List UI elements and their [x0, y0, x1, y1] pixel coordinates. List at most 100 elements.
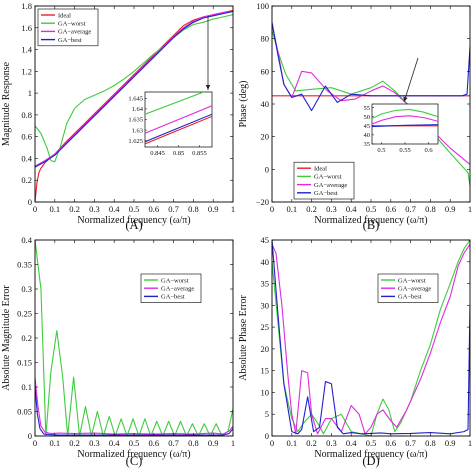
panel-a: 0 0.1 0.2 0.3 0.4 0.5 0.6 0.7 0.8 0.9 1 0 0.2 0.4 0.6 0… [1, 1, 235, 232]
y-tick-label: 100 [256, 1, 269, 11]
y-tick-label: 30 [261, 300, 270, 310]
inset-series-line [372, 124, 438, 128]
panel-label: (A) [125, 218, 142, 232]
panel-label: (D) [362, 454, 379, 468]
y-tick-label: −20 [256, 197, 269, 207]
x-tick-label: 0.2 [69, 438, 80, 448]
y-tick-label: 0.2 [21, 175, 32, 185]
y-tick-label: 0.15 [17, 358, 32, 368]
x-tick-label: 0.5 [366, 438, 377, 448]
y-tick-label: 20 [261, 344, 270, 354]
inset-x-tick-label: 0.855 [192, 150, 207, 157]
x-tick-label: 0.7 [168, 204, 179, 214]
zoom-arrow-b [403, 57, 419, 103]
inset-y-tick-label: 1.63 [132, 127, 143, 134]
y-tick-label: 25 [261, 322, 270, 332]
x-tick-label: 0.8 [188, 438, 199, 448]
legend-entry: GA−best [314, 190, 338, 197]
inset: 0.5 0.55 0.6 35 40 45 50 55 [364, 103, 439, 154]
y-tick-label: 1.2 [21, 66, 32, 76]
x-tick-label: 0.6 [148, 204, 159, 214]
inset-plot [145, 92, 212, 145]
y-tick-label: 35 [261, 279, 270, 289]
x-axis-label: Normalized frequency (ω/π) [77, 449, 190, 460]
plot-area [272, 240, 470, 436]
panel-b: 0 0.1 0.2 0.3 0.4 0.5 0.6 0.7 0.8 0.9 1−2002040608… [238, 1, 472, 232]
x-tick-label: 1 [468, 204, 472, 214]
inset-y-tick-label: 1.645 [128, 96, 143, 103]
legend-entry: GA−average [398, 286, 431, 293]
inset-y-tick-label: 35 [364, 141, 371, 148]
x-tick-label: 0.8 [425, 204, 436, 214]
x-tick-label: 0.2 [69, 204, 80, 214]
x-tick-label: 0.1 [286, 204, 297, 214]
x-tick-label: 0.5 [129, 438, 140, 448]
plot-area [272, 22, 470, 186]
x-tick-label: 0.3 [326, 438, 337, 448]
x-tick-label: 0.1 [286, 438, 297, 448]
series-line-gabest [272, 240, 470, 435]
legend-entry: GA−worst [398, 277, 426, 284]
x-tick-label: 0.4 [109, 204, 120, 214]
y-axis-label: Magnitude Response [1, 61, 12, 146]
x-tick-label: 0 [270, 438, 274, 448]
y-tick-label: 40 [261, 257, 270, 267]
x-tick-label: 0.7 [405, 204, 416, 214]
inset-y-tick-label: 50 [364, 114, 371, 121]
series-line-gabest [272, 22, 470, 112]
y-tick-label: 5 [265, 409, 269, 419]
series-line-gaworst [272, 240, 470, 436]
x-tick-label: 0.5 [366, 204, 377, 214]
inset-series-line [145, 113, 212, 143]
x-tick-label: 0.3 [89, 438, 100, 448]
inset-y-tick-label: 45 [364, 123, 371, 130]
x-tick-label: 0.9 [445, 438, 456, 448]
zoom-arrow-b-head [403, 96, 408, 102]
legend-entry: Ideal [314, 166, 327, 173]
x-tick-label: 0.4 [346, 438, 357, 448]
x-tick-label: 0.7 [405, 438, 416, 448]
x-tick-label: 0 [33, 438, 37, 448]
y-tick-label: 0 [28, 431, 32, 441]
inset-y-tick-label: 40 [364, 132, 371, 139]
x-tick-label: 0.2 [306, 438, 317, 448]
x-tick-label: 0 [270, 204, 274, 214]
y-tick-label: 40 [261, 99, 270, 109]
panel-c: 0 0.1 0.2 0.3 0.4 0.5 0.6 0.7 0.8 0.9 1 0 0.05 0.1 0.1… [1, 235, 235, 468]
legend-entry: GA−best [161, 294, 185, 301]
x-tick-label: 0.9 [208, 204, 219, 214]
x-tick-label: 0.9 [208, 438, 219, 448]
plot-area [35, 9, 233, 202]
y-tick-label: 0 [265, 164, 269, 174]
x-tick-label: 0.2 [306, 204, 317, 214]
axes-frame [271, 239, 471, 437]
y-tick-label: 45 [261, 235, 270, 245]
panel-label: (C) [126, 454, 143, 468]
x-tick-label: 0.6 [148, 438, 159, 448]
x-axis-label: Normalized frequency (ω/π) [77, 215, 190, 226]
y-tick-label: 20 [261, 132, 270, 142]
panel-label: (B) [363, 218, 380, 232]
x-tick-label: 0.9 [445, 204, 456, 214]
inset-x-tick-label: 0.55 [399, 147, 410, 154]
inset-series-line [145, 105, 212, 134]
panel-d: 0 0.1 0.2 0.3 0.4 0.5 0.6 0.7 0.8 0.9 105101520253… [238, 235, 472, 468]
inset-x-tick-label: 0.845 [150, 150, 165, 157]
inset-series-line [145, 92, 206, 115]
inset-series-line [372, 115, 438, 125]
series-line-gaworst [272, 30, 470, 186]
series-line-gaworst [35, 14, 233, 163]
series-line-gabest [35, 10, 233, 168]
y-tick-label: 15 [261, 366, 270, 376]
y-tick-label: 1.8 [21, 1, 32, 11]
x-tick-label: 0.6 [385, 204, 396, 214]
legend-entry: GA−best [398, 294, 422, 301]
series-line-gaaverage [35, 10, 233, 167]
inset-x-tick-label: 0.6 [425, 147, 434, 154]
zoom-arrow-a-head [205, 85, 211, 90]
